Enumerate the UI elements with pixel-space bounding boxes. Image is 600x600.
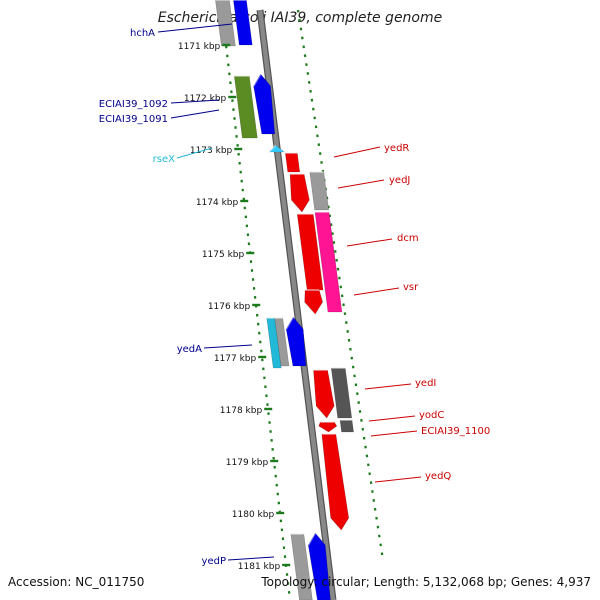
gene-vsr — [304, 289, 323, 315]
gene-labels: hchA ECIAI39_1092 ECIAI39_1091 rseX yedA yedP… — [99, 23, 490, 567]
gene-label-yedi: yedI — [415, 378, 436, 389]
gene-yedQ — [321, 433, 350, 531]
leader-line-yedp — [227, 556, 275, 561]
gene-yedJ-a — [289, 173, 310, 213]
gene-hchA — [233, 0, 253, 46]
gene-label-eciai39-1092: ECIAI39_1092 — [99, 99, 168, 110]
gene-dcm-a — [296, 213, 324, 291]
gene-hchA-gray — [215, 0, 236, 47]
gene-label-eciai39-1100: ECIAI39_1100 — [421, 426, 490, 437]
gene-label-yedr: yedR — [384, 143, 409, 154]
leader-line-yeda — [203, 344, 253, 349]
leader-line-yedi — [364, 383, 412, 390]
kbp-ticks: 1171 kbp 1172 kbp 1173 kbp 1174 kbp 1175 kbp… — [178, 42, 291, 572]
leader-line-eciai39-1092 — [170, 99, 220, 104]
gene-yedP — [307, 532, 331, 600]
tick-label: 1178 kbp — [220, 406, 263, 416]
gene-yedR — [284, 152, 301, 173]
gene-ECIAI39_1100 — [339, 419, 354, 433]
gene-yedA-gray — [274, 317, 290, 367]
gene-yedA-cyan — [266, 317, 282, 369]
tick-label: 1180 kbp — [232, 510, 275, 520]
gene-label-rsex: rseX — [153, 154, 175, 165]
leader-line-yedq — [374, 476, 422, 483]
tick-label: 1172 kbp — [184, 94, 227, 104]
tick-label: 1179 kbp — [226, 458, 269, 468]
gene-ECIAI39_1091 — [253, 73, 276, 135]
gene-label-hcha: hchA — [130, 28, 155, 39]
gene-rseX-highlight — [268, 144, 277, 153]
gene-features — [215, 0, 354, 600]
tick-label: 1173 kbp — [190, 146, 233, 156]
tick-label: 1176 kbp — [208, 302, 251, 312]
leader-line-dcm — [346, 238, 393, 247]
gene-yedP-gray — [290, 533, 313, 600]
topology-text: Topology: circular; Length: 5,132,068 bp… — [260, 575, 591, 589]
accession-text: Accession: NC_011750 — [8, 575, 144, 589]
gene-label-yodc: yodC — [419, 410, 444, 421]
gene-rseX — [268, 144, 285, 153]
map-title: Escherichia coli IAI39, complete genome — [158, 10, 443, 26]
gene-label-yeda: yedA — [177, 344, 202, 355]
leader-line-yedr — [333, 146, 381, 158]
gene-yedJ — [309, 171, 330, 211]
leader-line-yedj — [337, 179, 385, 189]
leader-line-vsr — [353, 287, 400, 296]
gene-ECIAI39_1092 — [233, 75, 258, 139]
leader-line-rsex — [176, 147, 213, 159]
leader-line-eciai39-1100 — [370, 430, 418, 437]
leader-line-eciai39-1091 — [170, 109, 220, 119]
gene-label-vsr: vsr — [403, 282, 419, 293]
gene-label-yedp: yedP — [202, 556, 226, 567]
gene-yedP-highlight — [307, 532, 317, 546]
leader-line-hcha — [157, 23, 233, 33]
gene-label-yedq: yedQ — [425, 471, 451, 482]
tick-label: 1177 kbp — [214, 354, 257, 364]
tick-label: 1174 kbp — [196, 198, 239, 208]
gene-label-eciai39-1091: ECIAI39_1091 — [99, 114, 168, 125]
gene-ECIAI39_1091-highlight — [252, 73, 262, 87]
gene-yedI-a — [313, 369, 335, 419]
gene-yedA-highlight — [285, 316, 294, 330]
gene-dcm — [314, 211, 343, 313]
tick-label: 1171 kbp — [178, 42, 221, 52]
gene-label-dcm: dcm — [397, 233, 419, 244]
gene-yodC — [318, 421, 338, 433]
leader-line-yodc — [368, 415, 416, 422]
gene-yedI — [330, 367, 353, 419]
gene-yedA — [285, 316, 307, 367]
gene-label-yedj: yedJ — [389, 175, 410, 186]
tick-label: 1175 kbp — [202, 250, 245, 260]
tick-label: 1181 kbp — [238, 562, 281, 572]
